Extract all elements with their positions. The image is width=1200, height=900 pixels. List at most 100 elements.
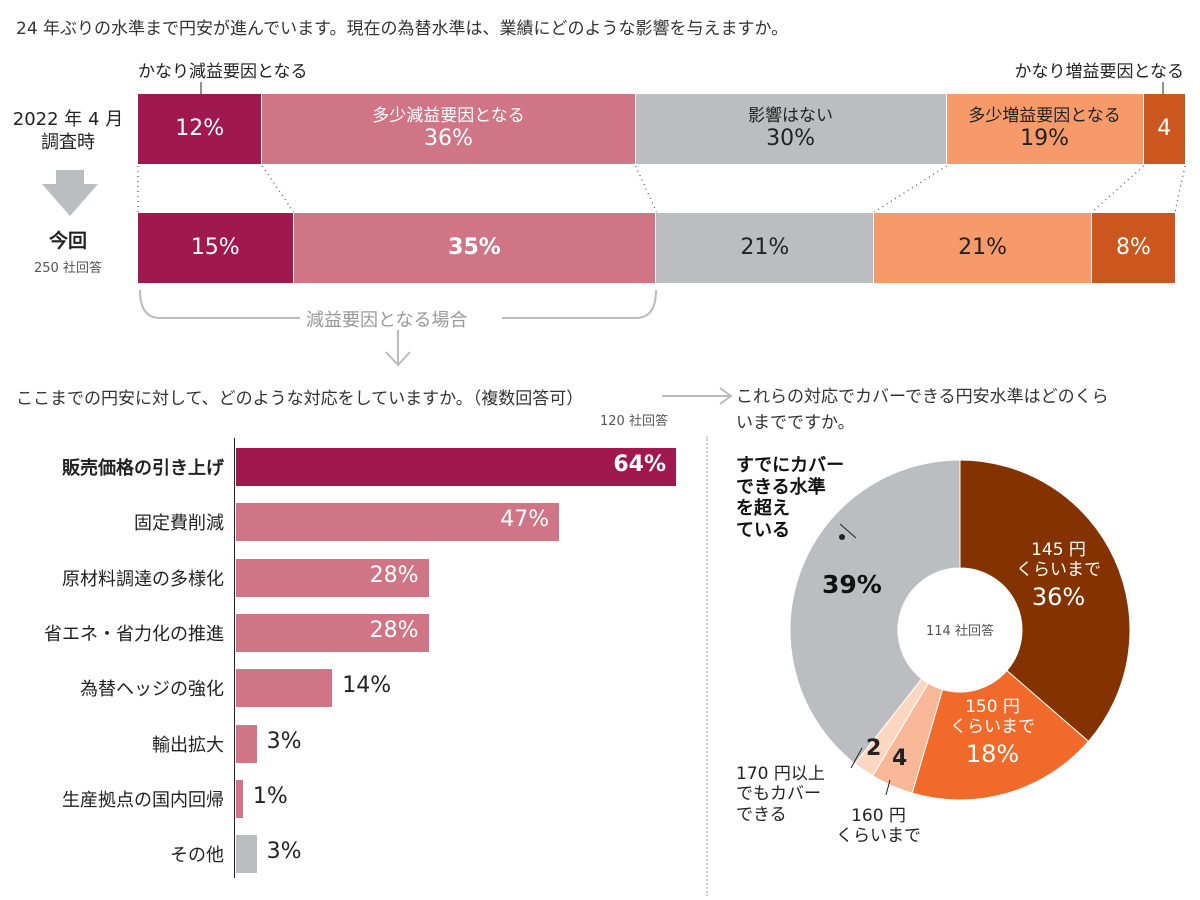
connector-line (634, 165, 658, 213)
donut-center-label: 114 社回答 (926, 623, 994, 639)
down-arrow-icon (42, 170, 98, 216)
segment-label: 影響はない (748, 105, 834, 126)
donut-slice-label: 145 円くらいまで 36% (1016, 540, 1101, 612)
row-label-current: 今回 250 社回答 (10, 226, 126, 276)
decrease-bracket (139, 289, 657, 366)
donut-chart: 114 社回答 (789, 459, 1131, 801)
segment-label: 多少減益要因となる (372, 105, 525, 126)
segment-value: 21% (740, 235, 790, 261)
hbar-category-label: 固定費削減 (134, 513, 224, 535)
stacked-bar-current: 15% 35% 21% 21% 8% (138, 213, 1175, 283)
question-right-line2: いまでですか。 (736, 413, 855, 433)
hbar (236, 558, 429, 597)
row-label-current-title: 今回 (48, 230, 87, 252)
row-label-2022-line2: 調査時 (41, 132, 95, 154)
donut-label-line: 39% (822, 570, 882, 599)
donut-label-line: 150 円 (965, 697, 1020, 717)
donut-label-line: 145 円 (1031, 540, 1086, 560)
leader-dot (839, 534, 845, 540)
hbar-value: 14% (342, 673, 392, 699)
hbar (236, 448, 676, 486)
stacked-segment: 4 (1143, 94, 1185, 164)
callout-large-increase: かなり増益要因となる (1014, 62, 1185, 82)
callout-large-decrease: かなり減益要因となる (138, 62, 308, 82)
note-left: 120 社回答 (600, 414, 668, 429)
segment-value: 8% (1116, 235, 1151, 261)
page-title: 24 年ぶりの水準まで円安が進んでいます。現在の為替水準は、業績にどのような影響… (16, 19, 789, 39)
donut-slice-label: 39% (822, 570, 882, 600)
section-divider (706, 436, 708, 896)
stacked-segment: 8% (1092, 213, 1175, 283)
connector-line (1091, 165, 1144, 213)
stacked-segment: 影響はない 30% (635, 94, 947, 164)
hbar-value: 28% (369, 562, 419, 588)
donut-label-line: すでにカバー (736, 455, 845, 476)
hbar-value: 64% (613, 452, 666, 477)
question-right: これらの対応でカバーできる円安水準はどのくら いまでですか。 (736, 384, 1109, 436)
donut-label-line: 36% (1031, 582, 1086, 611)
donut-label-line: 18% (965, 739, 1020, 768)
bracket-label: 減益要因となる場合 (306, 310, 468, 331)
hbar (236, 503, 560, 542)
donut-slice-label: 160 円くらいまで (836, 806, 921, 847)
donut-label-line: くらいまで (950, 717, 1035, 738)
segment-value: 15% (190, 235, 240, 261)
donut-slice-label: 4 (892, 746, 907, 772)
donut-slice-label: すでにカバー できる水準 を超え ている (736, 455, 844, 541)
question-left: ここまでの円安に対して、どのような対応をしていますか。（複数回答可） (16, 389, 584, 409)
bar-connectors (137, 165, 1186, 213)
stacked-segment: 12% (138, 94, 263, 164)
segment-value: 30% (766, 126, 816, 152)
donut-slice-label: 150 円くらいまで 18% (950, 697, 1035, 769)
segment-value: 12% (175, 116, 225, 142)
leader-line (839, 523, 857, 539)
donut-slice (911, 669, 1090, 801)
hbar-category-label: 販売価格の引き上げ (62, 458, 224, 479)
donut-label-line: ている (736, 519, 790, 541)
connector-line (1174, 165, 1186, 213)
hbar-axis (234, 438, 235, 878)
donut-label-line: くらいまで (836, 826, 921, 847)
segment-label: 多少増益要因となる (968, 105, 1121, 126)
hbar (236, 724, 257, 763)
hbar (236, 779, 243, 818)
stacked-segment: 多少増益要因となる 19% (946, 94, 1144, 164)
hbar (236, 669, 333, 708)
connector-line (873, 165, 947, 213)
donut-label-line: 160 円 (851, 806, 906, 826)
right-arrow-icon (662, 387, 733, 405)
stacked-segment: 21% (656, 213, 875, 283)
hbar-value: 28% (369, 617, 419, 643)
hbar-value: 1% (252, 783, 288, 809)
hbar-category-label: 為替ヘッジの強化 (80, 679, 224, 701)
donut-label-line: できる (736, 804, 787, 825)
donut-label-line: 170 円以上 (736, 764, 825, 784)
hbar-value: 3% (266, 728, 302, 754)
segment-value: 36% (424, 126, 473, 152)
hbar-category-label: 生産拠点の国内回帰 (62, 789, 224, 811)
donut-label-line: くらいまで (1016, 560, 1101, 581)
hbar-value: 47% (500, 507, 550, 533)
donut-slice (959, 459, 1131, 743)
leader-line (850, 747, 863, 769)
stacked-bar-2022: 12% 多少減益要因となる 36% 影響はない 30% 多少増益要因となる 19% 4 (138, 94, 1185, 164)
donut-label-line: 4 (892, 746, 908, 771)
segment-value: 4 (1157, 116, 1172, 142)
hbar (236, 613, 429, 652)
connector-line (261, 165, 295, 213)
segment-value: 35% (448, 235, 501, 261)
donut-label-line: 2 (866, 736, 882, 761)
hbar-category-label: 省エネ・省力化の推進 (44, 623, 224, 645)
hbar-category-label: 輸出拡大 (152, 734, 224, 756)
segment-value: 21% (958, 235, 1008, 261)
leader-line (885, 779, 891, 796)
hbar-category-label: 原材料調達の多様化 (62, 568, 224, 590)
stacked-segment: 多少減益要因となる 36% (262, 94, 636, 164)
donut-slice-label: 2 (866, 736, 881, 762)
row-label-2022-line1: 2022 年 4 月 (12, 109, 124, 130)
question-right-line1: これらの対応でカバーできる円安水準はどのくら (736, 387, 1109, 407)
donut-label-line: できる水準 (736, 476, 826, 498)
stacked-segment: 35% (293, 213, 657, 283)
stacked-segment: 15% (138, 213, 294, 283)
hbar-category-label: その他 (170, 845, 224, 867)
